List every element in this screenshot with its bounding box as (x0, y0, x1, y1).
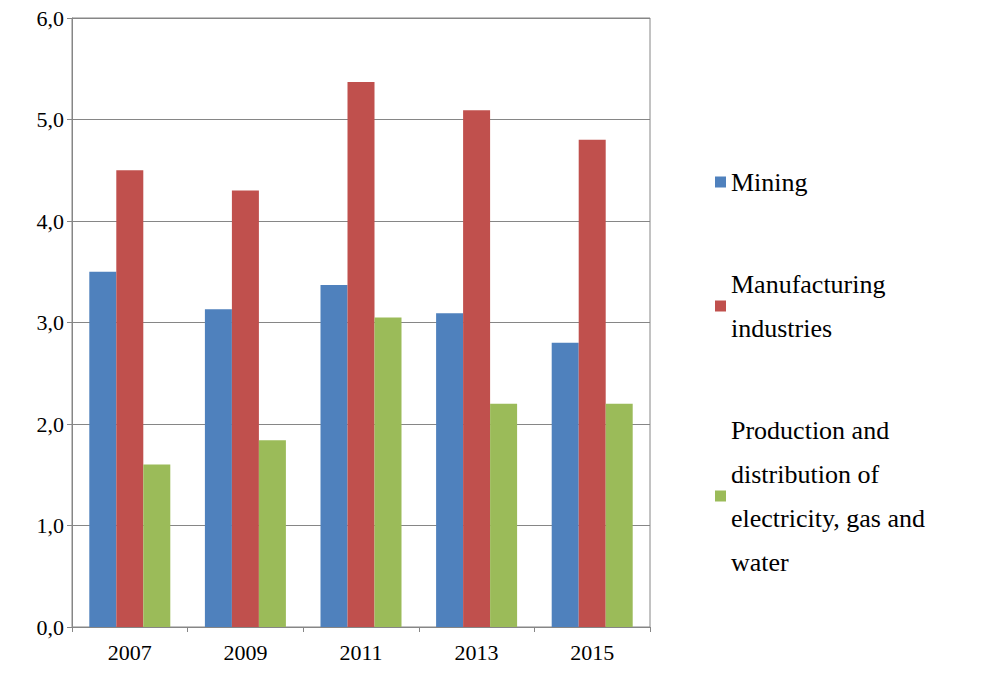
svg-text:Manufacturing: Manufacturing (731, 270, 892, 299)
svg-text:6,0: 6,0 (37, 6, 65, 31)
svg-text:0,0: 0,0 (37, 615, 65, 640)
svg-text:industries: industries (731, 314, 832, 343)
svg-text:Production and: Production and (731, 416, 896, 445)
svg-text:electricity, gas and: electricity, gas and (731, 504, 931, 533)
svg-text:2011: 2011 (339, 640, 382, 665)
svg-text:water: water (731, 548, 789, 577)
svg-text:Mining: Mining (731, 168, 808, 197)
svg-text:distribution of: distribution of (731, 460, 886, 489)
svg-text:2,0: 2,0 (37, 412, 65, 437)
svg-text:4,0: 4,0 (37, 209, 65, 234)
svg-text:2009: 2009 (223, 640, 267, 665)
svg-text:2007: 2007 (108, 640, 152, 665)
svg-text:5,0: 5,0 (37, 107, 65, 132)
svg-text:3,0: 3,0 (37, 310, 65, 335)
svg-text:1,0: 1,0 (37, 513, 65, 538)
svg-text:2013: 2013 (455, 640, 499, 665)
svg-text:2015: 2015 (570, 640, 614, 665)
